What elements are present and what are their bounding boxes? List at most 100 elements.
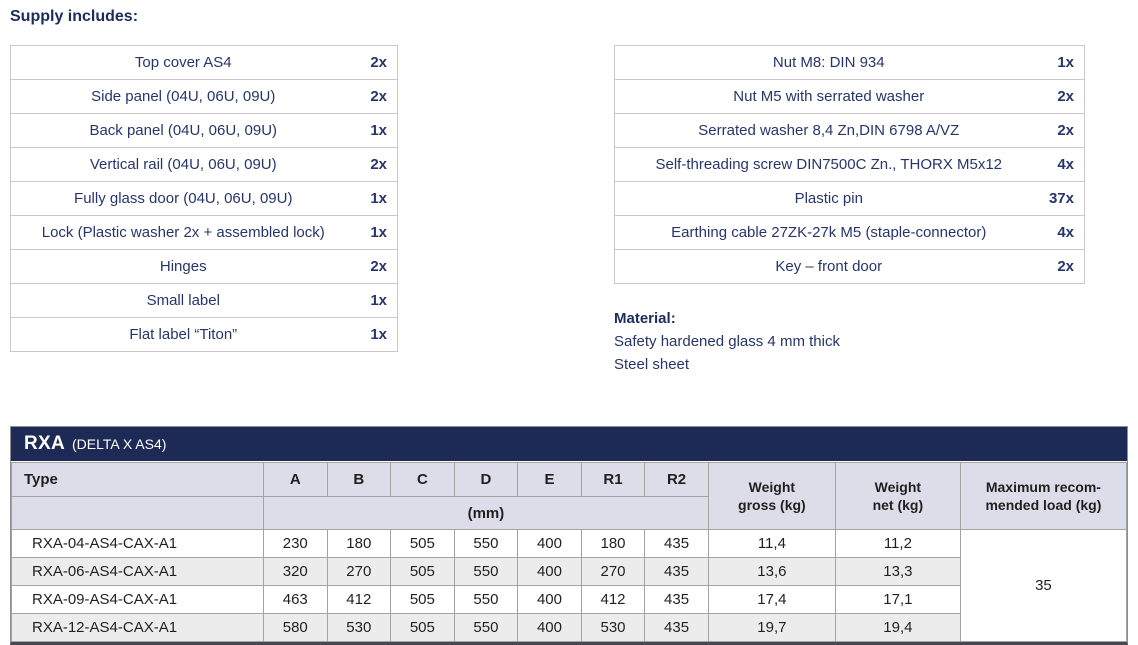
item-qty: 4x (1042, 215, 1085, 250)
material-section: Material: Safety hardened glass 4 mm thi… (614, 307, 1085, 376)
spec-weight-net: 13,3 (834, 557, 961, 586)
spec-value: 320 (263, 557, 328, 586)
spec-subtitle: (DELTA X AS4) (72, 436, 167, 452)
supply-right-column: Nut M8: DIN 934 1x Nut M5 with serrated w… (614, 45, 1085, 376)
unit-header: (mm) (263, 496, 709, 530)
column-header-dim: A (263, 462, 328, 497)
item-qty: 2x (355, 79, 398, 114)
supply-section: Top cover AS4 2x Side panel (04U, 06U, 09… (10, 45, 1128, 376)
table-row: Back panel (04U, 06U, 09U) 1x (10, 113, 398, 148)
column-header-dim: E (517, 462, 582, 497)
table-row: Side panel (04U, 06U, 09U) 2x (10, 79, 398, 114)
column-header-dim: B (326, 462, 392, 497)
spec-value: 530 (326, 613, 392, 642)
spec-weight-gross: 11,4 (707, 529, 836, 558)
table-row: RXA-09-AS4-CAX-A1 463 412 505 550 400 41… (11, 585, 1127, 614)
spec-type: RXA-12-AS4-CAX-A1 (11, 613, 264, 642)
item-label: Nut M5 with serrated washer (614, 79, 1043, 114)
spec-value: 550 (453, 585, 519, 614)
table-row: Fully glass door (04U, 06U, 09U) 1x (10, 181, 398, 216)
spec-weight-gross: 17,4 (707, 585, 836, 614)
item-qty: 2x (355, 249, 398, 284)
column-header-max-load: Maximum recom- mended load (kg) (959, 462, 1128, 530)
table-row: Nut M8: DIN 934 1x (615, 46, 1085, 80)
item-label: Side panel (04U, 06U, 09U) (10, 79, 356, 114)
item-qty: 1x (355, 113, 398, 148)
item-label: Vertical rail (04U, 06U, 09U) (10, 147, 356, 182)
material-line: Steel sheet (614, 356, 690, 373)
spec-type: RXA-06-AS4-CAX-A1 (11, 557, 264, 586)
spec-weight-net: 17,1 (834, 585, 961, 614)
item-label: Serrated washer 8,4 Zn,DIN 6798 A/VZ (614, 113, 1043, 148)
spec-value: 412 (326, 585, 392, 614)
table-row: Earthing cable 27ZK-27k M5 (staple-conne… (614, 215, 1085, 250)
spec-weight-net: 19,4 (834, 613, 961, 642)
item-label: Self-threading screw DIN7500C Zn., THORX… (614, 147, 1043, 182)
column-header-dim: R1 (580, 462, 646, 497)
table-row: Key – front door 2x (614, 249, 1085, 284)
spec-value: 550 (453, 557, 519, 586)
item-label: Top cover AS4 (134, 54, 232, 71)
spec-value: 505 (390, 557, 455, 586)
material-title: Material: (614, 310, 676, 327)
spec-value: 550 (453, 613, 519, 642)
spec-value: 270 (326, 557, 392, 586)
spec-value: 435 (644, 529, 709, 558)
item-qty: 37x (1042, 181, 1085, 216)
spec-value: 400 (517, 585, 582, 614)
table-row: Lock (Plastic washer 2x + assembled lock… (10, 215, 398, 250)
page-title: Supply includes: (10, 8, 139, 25)
spec-value: 580 (263, 613, 328, 642)
column-header-dim: R2 (644, 462, 709, 497)
table-row: Nut M5 with serrated washer 2x (614, 79, 1085, 114)
spec-type: RXA-04-AS4-CAX-A1 (11, 529, 264, 558)
spec-max-load: 35 (959, 529, 1128, 642)
spec-weight-net: 11,2 (834, 529, 961, 558)
table-row: RXA-12-AS4-CAX-A1 580 530 505 550 400 53… (11, 613, 1127, 642)
spec-value: 463 (263, 585, 328, 614)
item-qty: 2x (370, 54, 387, 71)
spec-value: 400 (517, 557, 582, 586)
table-row: Self-threading screw DIN7500C Zn., THORX… (614, 147, 1085, 182)
spec-value: 505 (390, 529, 455, 558)
spec-value: 400 (517, 613, 582, 642)
item-label: Flat label “Titon” (10, 317, 356, 352)
table-row: Serrated washer 8,4 Zn,DIN 6798 A/VZ 2x (614, 113, 1085, 148)
column-header-dim: D (453, 462, 519, 497)
spec-value: 505 (390, 585, 455, 614)
spec-table: Type A B C D E R1 R2 Weight gross (kg) W… (11, 462, 1128, 642)
table-row: RXA-06-AS4-CAX-A1 320 270 505 550 400 27… (11, 557, 1127, 586)
table-row: RXA-04-AS4-CAX-A1 230 180 505 550 400 18… (11, 529, 1128, 642)
item-qty: 2x (1042, 249, 1085, 284)
supply-table-left: Top cover AS4 2x Side panel (04U, 06U, 09… (10, 45, 398, 352)
spec-table-section: RXA (DELTA X AS4) Type A B C D E R1 R2 W… (10, 426, 1128, 645)
item-label: Small label (10, 283, 356, 318)
column-header-dim: C (390, 462, 455, 497)
item-qty: 2x (355, 147, 398, 182)
spec-value: 180 (326, 529, 392, 558)
spec-value: 435 (644, 557, 709, 586)
item-label: Earthing cable 27ZK-27k M5 (staple-conne… (614, 215, 1043, 250)
spec-value: 505 (390, 613, 455, 642)
column-header-type: Type (11, 462, 264, 497)
spec-value: 230 (263, 529, 328, 558)
item-qty: 1x (1057, 54, 1074, 71)
table-row: Hinges 2x (10, 249, 398, 284)
table-row: Plastic pin 37x (614, 181, 1085, 216)
spec-value: 530 (580, 613, 646, 642)
item-qty: 1x (355, 181, 398, 216)
item-label: Fully glass door (04U, 06U, 09U) (10, 181, 356, 216)
table-row: Vertical rail (04U, 06U, 09U) 2x (10, 147, 398, 182)
item-label: Key – front door (614, 249, 1043, 284)
spec-title: RXA (24, 433, 66, 454)
item-qty: 1x (355, 283, 398, 318)
spec-value: 550 (453, 529, 519, 558)
spec-value: 412 (580, 585, 646, 614)
column-header-weight-net: Weight net (kg) (834, 462, 961, 530)
spec-weight-gross: 13,6 (707, 557, 836, 586)
spec-weight-gross: 19,7 (707, 613, 836, 642)
spec-value: 270 (580, 557, 646, 586)
item-label: Nut M8: DIN 934 (772, 54, 885, 71)
item-label: Lock (Plastic washer 2x + assembled lock… (10, 215, 356, 250)
spec-value: 435 (644, 585, 709, 614)
